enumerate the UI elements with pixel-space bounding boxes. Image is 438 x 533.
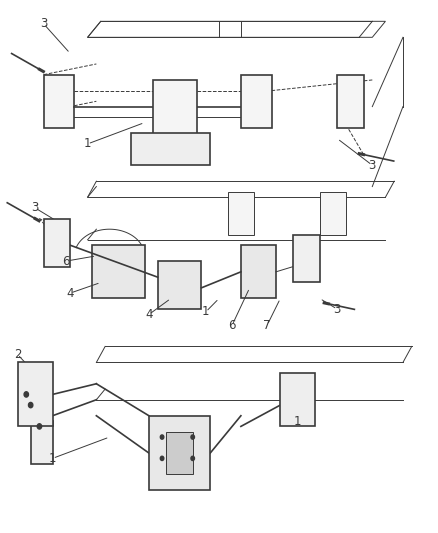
FancyBboxPatch shape bbox=[280, 373, 315, 426]
FancyBboxPatch shape bbox=[320, 192, 346, 235]
Circle shape bbox=[37, 424, 42, 429]
FancyBboxPatch shape bbox=[149, 416, 210, 490]
FancyBboxPatch shape bbox=[241, 245, 276, 298]
FancyBboxPatch shape bbox=[337, 75, 364, 128]
Text: 4: 4 bbox=[66, 287, 74, 300]
FancyBboxPatch shape bbox=[44, 75, 74, 128]
Text: 3: 3 bbox=[40, 18, 47, 30]
Text: 1: 1 bbox=[294, 415, 302, 427]
Circle shape bbox=[24, 392, 28, 397]
FancyBboxPatch shape bbox=[158, 261, 201, 309]
FancyBboxPatch shape bbox=[241, 75, 272, 128]
Text: 7: 7 bbox=[263, 319, 271, 332]
Circle shape bbox=[191, 435, 194, 439]
Text: 4: 4 bbox=[145, 308, 153, 321]
FancyBboxPatch shape bbox=[131, 133, 210, 165]
FancyBboxPatch shape bbox=[166, 432, 193, 474]
Text: 6: 6 bbox=[62, 255, 70, 268]
Text: 3: 3 bbox=[369, 159, 376, 172]
Text: 3: 3 bbox=[334, 303, 341, 316]
FancyBboxPatch shape bbox=[153, 80, 197, 144]
FancyBboxPatch shape bbox=[92, 245, 145, 298]
Circle shape bbox=[191, 456, 194, 461]
Text: 1: 1 bbox=[202, 305, 210, 318]
FancyBboxPatch shape bbox=[228, 192, 254, 235]
FancyBboxPatch shape bbox=[18, 362, 53, 426]
Circle shape bbox=[160, 456, 164, 461]
Text: 3: 3 bbox=[32, 201, 39, 214]
Circle shape bbox=[160, 435, 164, 439]
Text: 1: 1 bbox=[49, 452, 57, 465]
FancyBboxPatch shape bbox=[293, 235, 320, 282]
Circle shape bbox=[28, 402, 33, 408]
FancyBboxPatch shape bbox=[44, 219, 70, 266]
Text: 6: 6 bbox=[228, 319, 236, 332]
FancyBboxPatch shape bbox=[31, 421, 53, 464]
Text: 2: 2 bbox=[14, 348, 21, 361]
Text: 1: 1 bbox=[84, 138, 92, 150]
